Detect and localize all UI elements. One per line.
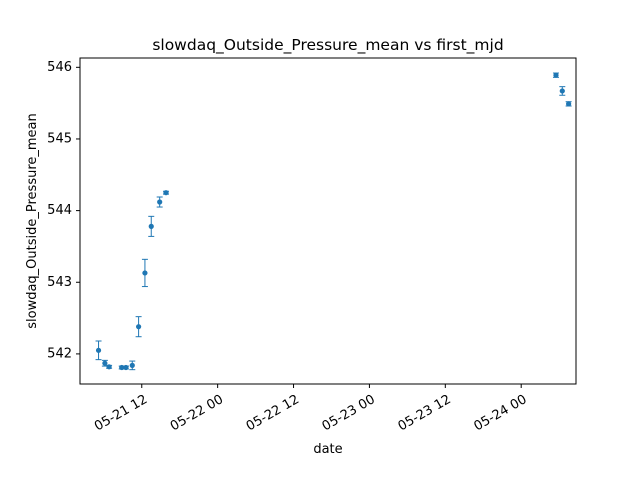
x-axis-label: date (313, 442, 342, 457)
marker (163, 190, 169, 196)
y-axis-label: slowdaq_Outside_Pressure_mean (25, 113, 40, 329)
marker (136, 324, 142, 330)
y-tick-label: 543 (47, 275, 72, 290)
data-point (95, 340, 102, 361)
marker (123, 364, 129, 371)
marker (142, 270, 148, 276)
marker (566, 101, 572, 107)
data-marks (95, 72, 572, 371)
marker (157, 199, 163, 205)
marker (102, 360, 108, 366)
y-tick-label: 545 (47, 131, 72, 146)
marker (148, 223, 154, 229)
marker (95, 347, 102, 353)
chart-title: slowdaq_Outside_Pressure_mean vs first_m… (152, 36, 503, 55)
data-point (559, 86, 566, 96)
marker (106, 364, 112, 370)
data-point (122, 364, 129, 371)
y-tick-label: 544 (47, 203, 72, 218)
plot-frame (79, 57, 577, 385)
marker (129, 362, 135, 368)
data-point (156, 196, 163, 208)
data-point (565, 101, 572, 107)
data-point (106, 364, 113, 370)
data-point (101, 359, 108, 367)
data-point (163, 190, 170, 196)
data-point (148, 215, 155, 237)
marker (553, 72, 559, 78)
y-axis: 542 543 544 545 546 (47, 60, 80, 361)
data-point (129, 360, 136, 371)
data-point (135, 316, 142, 338)
y-tick-label: 542 (47, 346, 72, 361)
data-point (552, 72, 559, 78)
marker (559, 88, 565, 94)
y-tick-label: 546 (47, 60, 72, 75)
data-point (141, 258, 148, 288)
